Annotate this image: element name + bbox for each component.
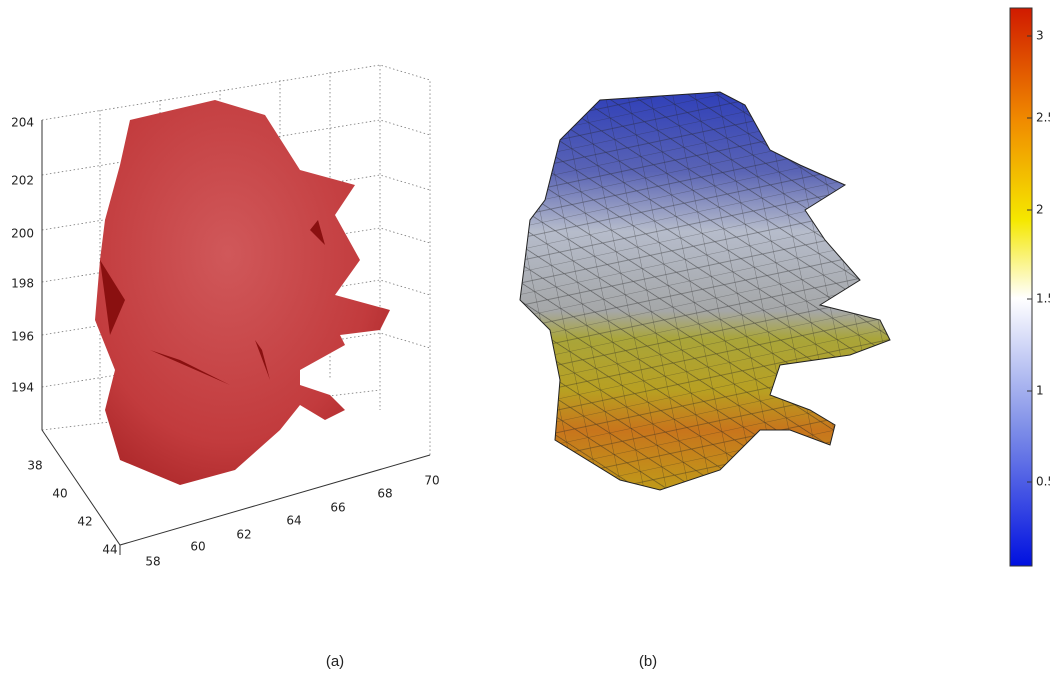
y-tick-label: 42 <box>77 515 92 529</box>
y-tick-label: 40 <box>52 487 67 501</box>
x-tick-label: 68 <box>377 487 392 501</box>
colorbar-tick-label: 1.5 <box>1036 292 1050 306</box>
figure: (a) (b) 204 202 200 198 196 194 38 40 42 44 58 60 62… <box>0 0 1050 676</box>
z-tick-label: 198 <box>11 277 34 291</box>
caption-a: (a) <box>326 653 344 670</box>
z-tick-label: 200 <box>11 227 34 241</box>
x-tick-label: 58 <box>145 555 160 569</box>
z-tick-label: 194 <box>11 381 34 395</box>
mesh-surface <box>520 92 890 490</box>
z-tick-label: 204 <box>11 116 34 130</box>
colorbar-tick-label: 2.5 <box>1036 111 1050 125</box>
z-tick-label: 202 <box>11 174 34 188</box>
y-tick-label: 38 <box>27 459 42 473</box>
colorbar-tick-label: 1 <box>1036 384 1044 398</box>
x-tick-label: 64 <box>286 514 301 528</box>
y-tick-label: 44 <box>102 543 117 557</box>
colorbar-tick-label: 0.5 <box>1036 475 1050 489</box>
caption-b: (b) <box>639 653 657 670</box>
x-tick-label: 66 <box>330 501 345 515</box>
colorbar-tick-label: 2 <box>1036 203 1044 217</box>
x-tick-label: 70 <box>424 474 439 488</box>
red-surface <box>95 100 390 485</box>
x-tick-label: 62 <box>236 528 251 542</box>
z-tick-label: 196 <box>11 330 34 344</box>
colorbar-tick-label: 3 <box>1036 29 1044 43</box>
x-tick-label: 60 <box>190 540 205 554</box>
